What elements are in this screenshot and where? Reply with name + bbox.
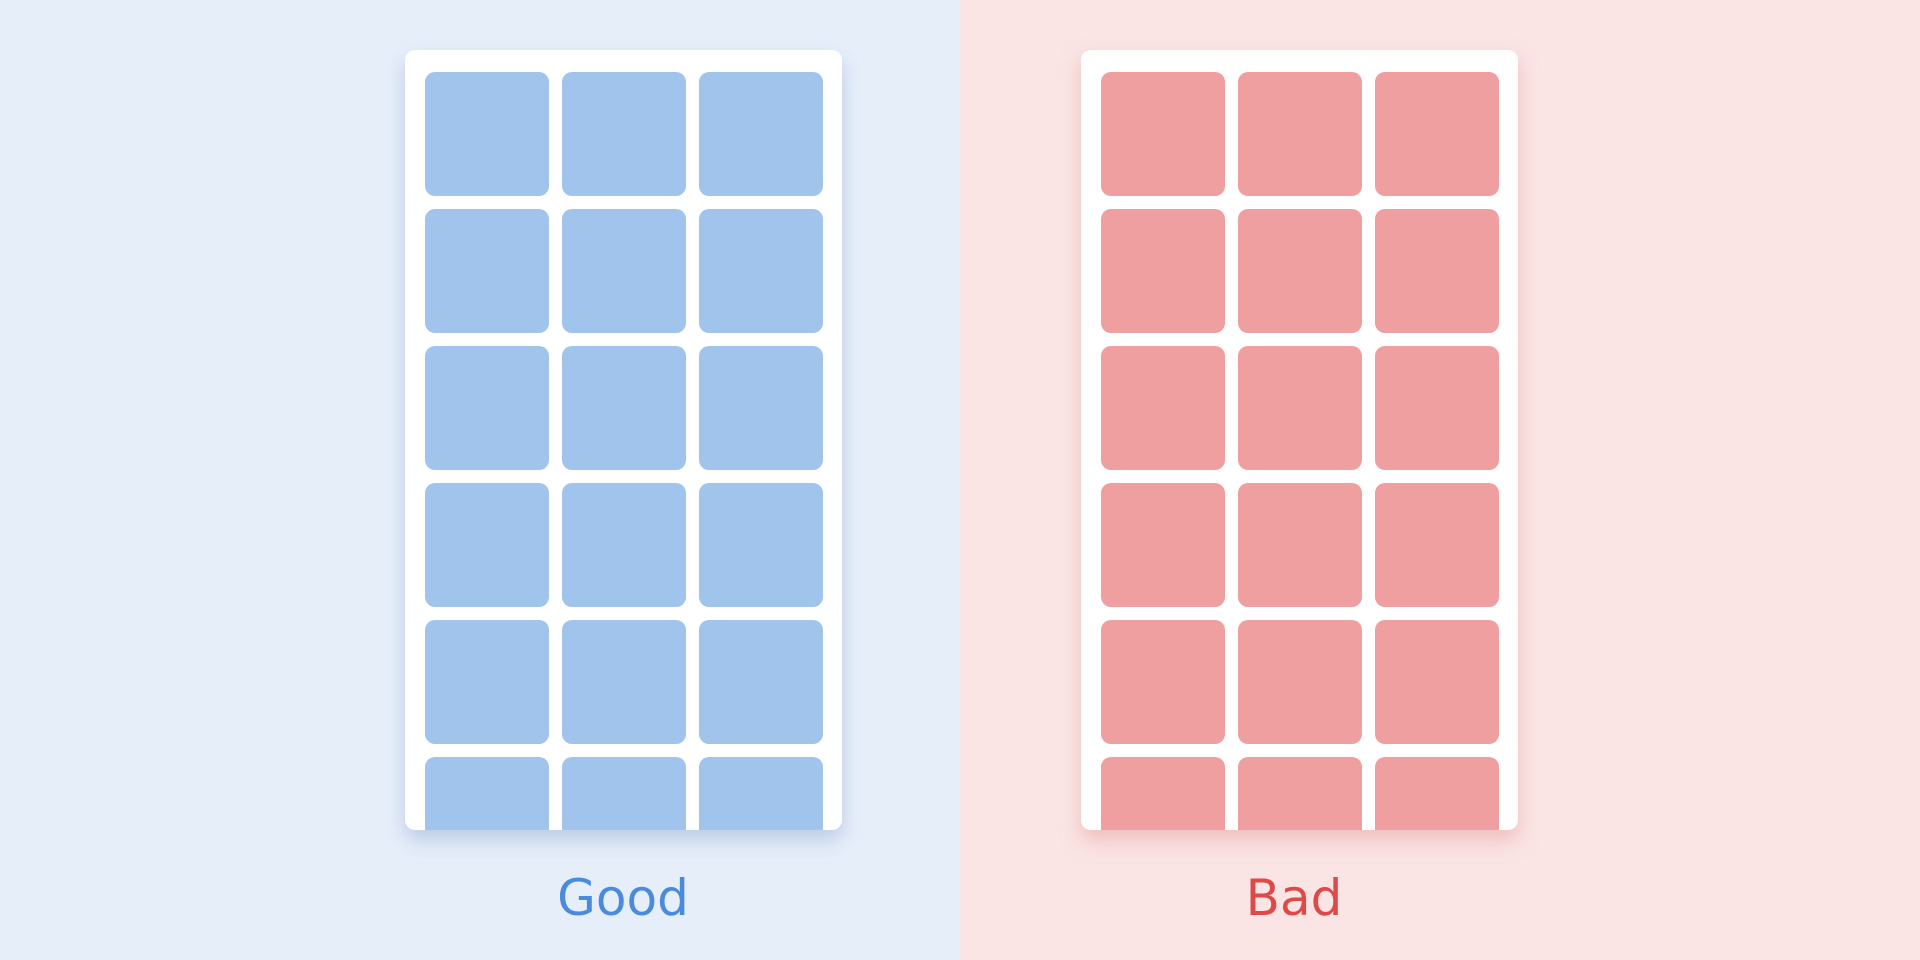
tile — [425, 209, 549, 333]
tile — [1101, 209, 1225, 333]
tile — [1101, 757, 1225, 830]
tile — [1101, 620, 1225, 744]
tile — [699, 209, 823, 333]
tile — [562, 209, 686, 333]
tile — [562, 757, 686, 830]
tile — [1238, 346, 1362, 470]
tile — [1375, 483, 1499, 607]
tile — [1101, 346, 1225, 470]
tile — [1375, 620, 1499, 744]
tile — [562, 346, 686, 470]
tile — [1375, 346, 1499, 470]
tile — [1238, 757, 1362, 830]
tile — [425, 72, 549, 196]
tile — [425, 346, 549, 470]
tile — [1375, 757, 1499, 830]
tile — [562, 620, 686, 744]
tile — [1375, 209, 1499, 333]
tile-grid — [1101, 72, 1499, 830]
tile — [1375, 72, 1499, 196]
tile — [1238, 209, 1362, 333]
tile — [1238, 620, 1362, 744]
tile-grid — [425, 72, 823, 830]
tile — [699, 72, 823, 196]
panel-label: Good — [557, 869, 689, 927]
tile — [699, 346, 823, 470]
tile — [1101, 72, 1225, 196]
tile — [425, 483, 549, 607]
tile — [699, 483, 823, 607]
tile — [562, 483, 686, 607]
tile — [1238, 483, 1362, 607]
tile — [1238, 72, 1362, 196]
tile — [425, 620, 549, 744]
tile — [699, 757, 823, 830]
tile — [1101, 483, 1225, 607]
tile — [562, 72, 686, 196]
tile — [425, 757, 549, 830]
tile — [699, 620, 823, 744]
panel-label: Bad — [1246, 869, 1343, 927]
